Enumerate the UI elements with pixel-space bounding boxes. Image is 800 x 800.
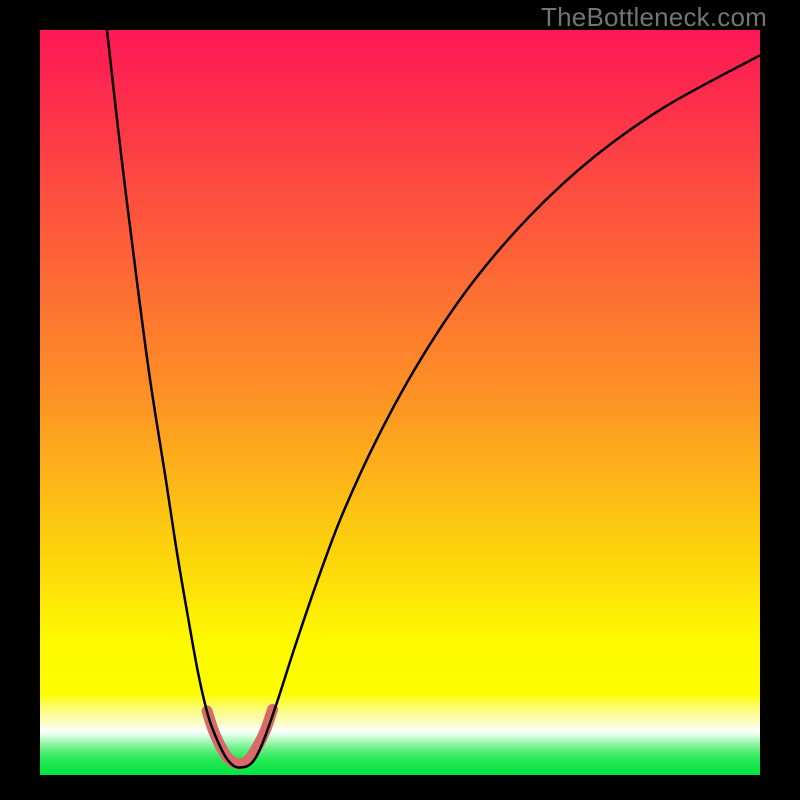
stage: TheBottleneck.com bbox=[0, 0, 800, 800]
plot-svg bbox=[40, 30, 760, 775]
plot-background-gradient bbox=[40, 30, 760, 775]
plot-area bbox=[40, 30, 760, 775]
watermark-text: TheBottleneck.com bbox=[541, 2, 767, 33]
